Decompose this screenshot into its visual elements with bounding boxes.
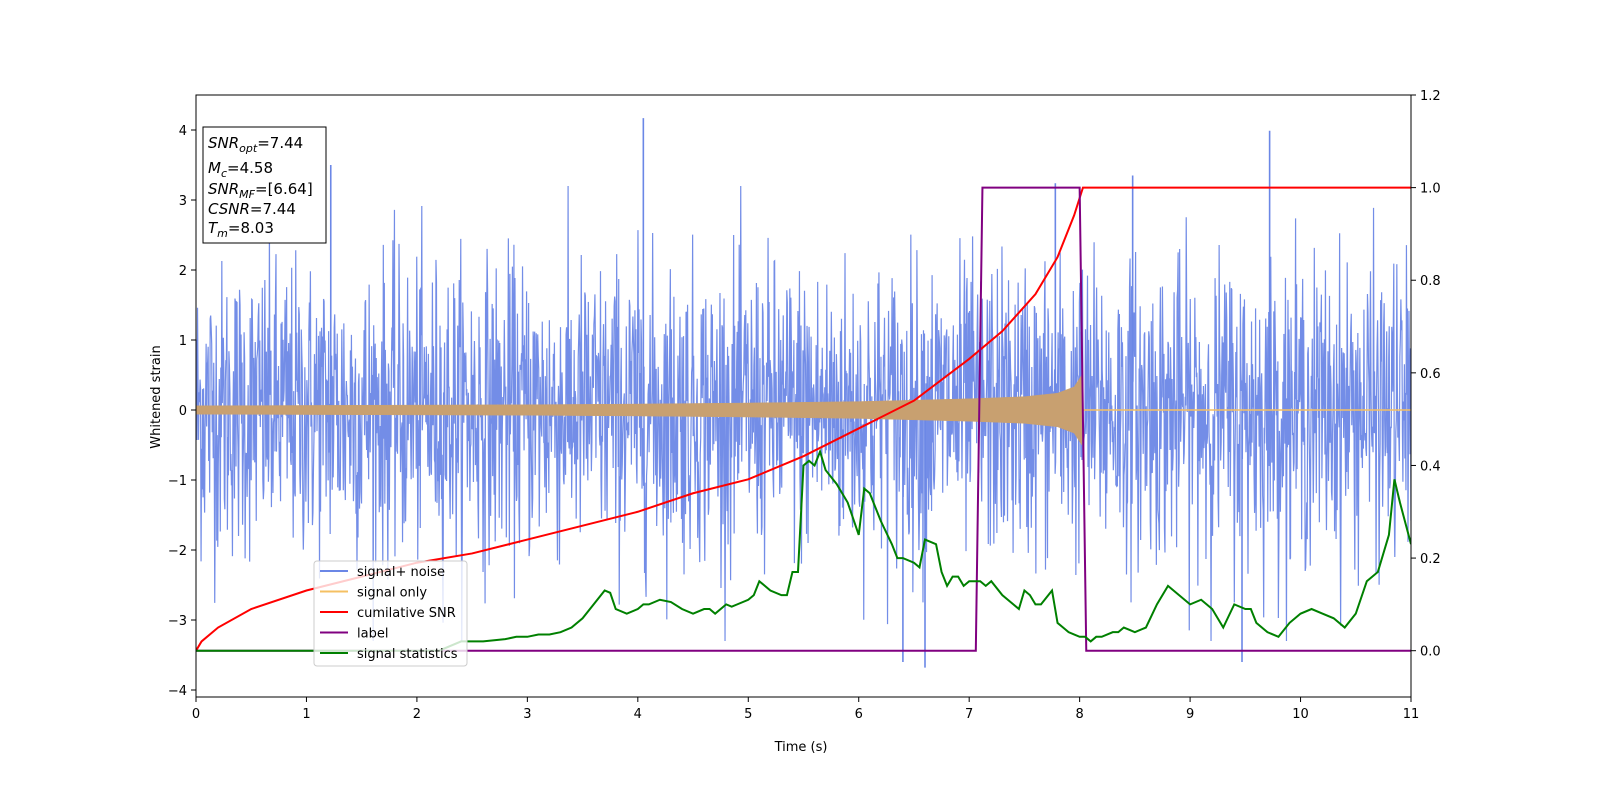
y-left-tick-label: −2 (168, 544, 187, 559)
x-tick-label: 3 (523, 707, 531, 722)
legend-label: label (357, 627, 388, 642)
stat-subscript: m (217, 227, 228, 240)
stat-line: SNRMF=[6.64] (208, 180, 313, 201)
x-tick-label: 4 (634, 707, 642, 722)
x-tick-label: 9 (1186, 707, 1194, 722)
x-tick-label: 11 (1403, 707, 1420, 722)
x-tick-label: 8 (1075, 707, 1083, 722)
series-signal-statistics (196, 448, 1411, 652)
y-right-tick-label: 0.6 (1420, 367, 1441, 382)
legend: signal+ noise signal only cumilative SNR la… (313, 560, 468, 667)
y-left-tick-label: 0 (179, 404, 187, 419)
x-tick-label: 7 (965, 707, 973, 722)
stat-symbol: T (208, 219, 219, 237)
x-tick-label: 6 (855, 707, 863, 722)
plot-frame (195, 94, 1412, 698)
y-left-tick-label: −3 (168, 614, 187, 629)
series-cumilative-snr (196, 186, 1411, 652)
stat-line: Mc=4.58 (208, 159, 273, 180)
stat-value: =4.58 (227, 159, 273, 177)
y-right-tick-label: 0.0 (1420, 645, 1441, 660)
stat-symbol: SNR (208, 180, 239, 198)
stat-subscript: opt (239, 142, 258, 155)
stat-value: =[6.64] (255, 180, 313, 198)
y-right-tick-label: 1.2 (1420, 89, 1441, 104)
y-left-tick-label: −4 (168, 684, 187, 699)
stat-value: =7.44 (250, 200, 296, 218)
y-left-tick-label: −1 (168, 474, 187, 489)
stat-symbol: SNR (208, 134, 239, 152)
stat-value: =7.44 (257, 134, 303, 152)
stat-line: Tm=8.03 (208, 219, 274, 240)
y-right-tick-label: 0.8 (1420, 274, 1441, 289)
stat-subscript: MF (239, 188, 255, 201)
y-right-tick-label: 0.4 (1420, 459, 1441, 474)
y-right-tick-label: 1.0 (1420, 182, 1441, 197)
stats-box-frame (202, 126, 327, 244)
legend-label: cumilative SNR (357, 606, 456, 621)
stat-symbol: M (208, 159, 221, 177)
x-tick-label: 10 (1292, 707, 1309, 722)
x-tick-label: 0 (192, 707, 200, 722)
x-axis-title: Time (s) (774, 740, 828, 755)
legend-label: signal only (357, 586, 427, 601)
y-left-tick-label: 3 (179, 194, 187, 209)
series-label (196, 186, 1411, 652)
y-axis-title: Whitened strain (149, 345, 164, 448)
x-tick-label: 2 (413, 707, 421, 722)
legend-label: signal+ noise (357, 565, 445, 580)
stat-symbol: CSNR (208, 200, 250, 218)
legend-label: signal statistics (357, 647, 458, 662)
x-tick-label: 1 (302, 707, 310, 722)
stat-line: SNRopt=7.44 (208, 134, 303, 155)
x-tick-label: 5 (744, 707, 752, 722)
y-right-tick-label: 0.2 (1420, 552, 1441, 567)
y-left-tick-label: 4 (179, 124, 187, 139)
stat-subscript: c (221, 167, 227, 180)
y-left-tick-label: 1 (179, 334, 187, 349)
legend-frame (313, 560, 468, 667)
stat-value: =8.03 (228, 219, 274, 237)
y-left-tick-label: 2 (179, 264, 187, 279)
stats-box: SNRopt=7.44Mc=4.58SNRMF=[6.64]CSNR=7.44T… (202, 126, 327, 244)
stat-line: CSNR=7.44 (208, 200, 296, 218)
